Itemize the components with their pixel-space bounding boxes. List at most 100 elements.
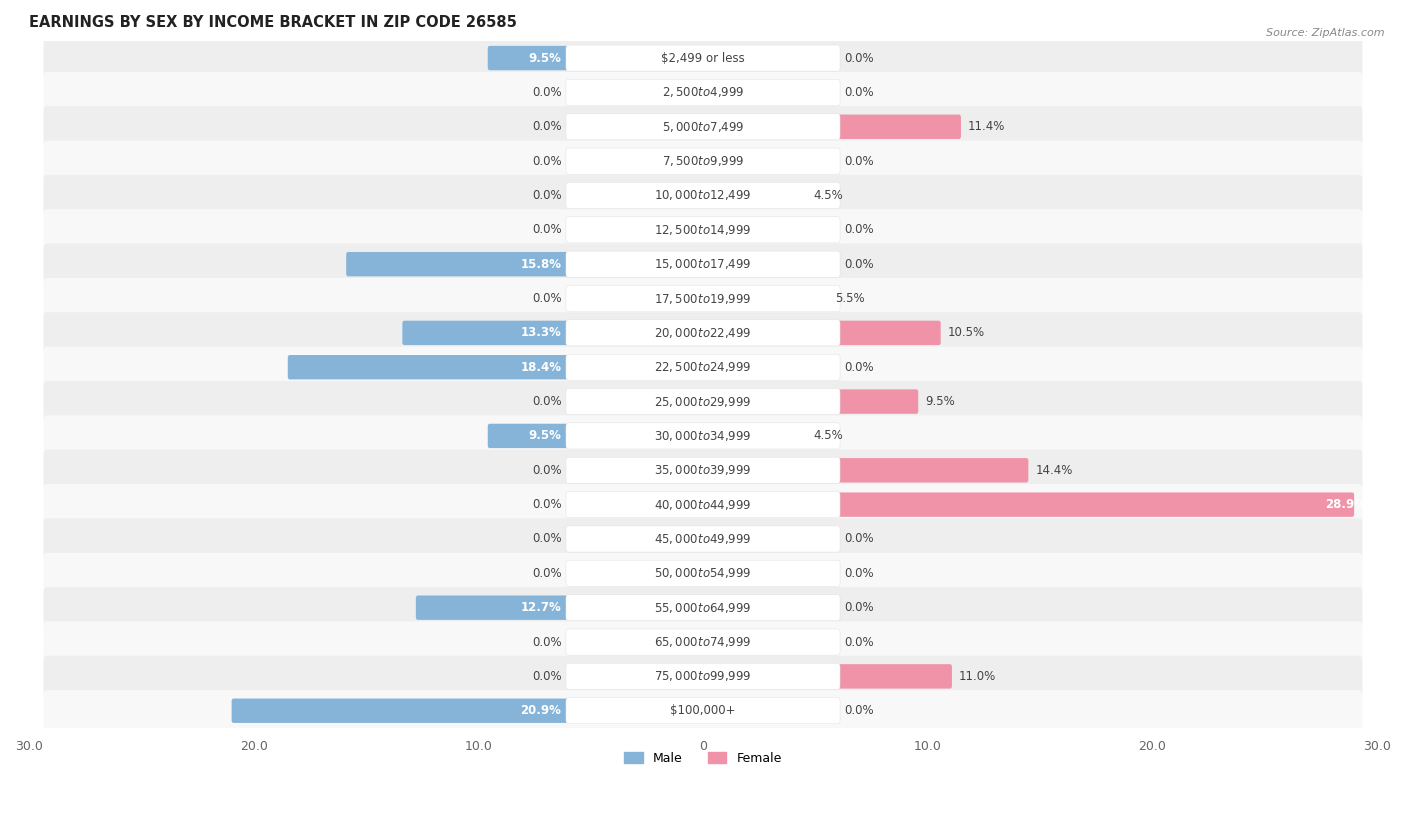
FancyBboxPatch shape [567, 526, 839, 552]
Text: 0.0%: 0.0% [531, 498, 561, 511]
FancyBboxPatch shape [44, 450, 1362, 491]
Text: 0.0%: 0.0% [531, 86, 561, 99]
Text: 0.0%: 0.0% [531, 567, 561, 580]
FancyBboxPatch shape [567, 423, 839, 449]
FancyBboxPatch shape [346, 252, 704, 276]
Text: 0.0%: 0.0% [845, 361, 875, 374]
Text: 0.0%: 0.0% [845, 567, 875, 580]
FancyBboxPatch shape [567, 698, 839, 724]
FancyBboxPatch shape [44, 587, 1362, 628]
FancyBboxPatch shape [44, 107, 1362, 147]
Legend: Male, Female: Male, Female [619, 747, 787, 770]
Text: $10,000 to $12,499: $10,000 to $12,499 [654, 189, 752, 202]
Text: $75,000 to $99,999: $75,000 to $99,999 [654, 669, 752, 684]
FancyBboxPatch shape [44, 72, 1362, 113]
Text: 11.0%: 11.0% [959, 670, 997, 683]
FancyBboxPatch shape [567, 148, 839, 174]
FancyBboxPatch shape [44, 381, 1362, 422]
FancyBboxPatch shape [567, 492, 839, 518]
FancyBboxPatch shape [44, 278, 1362, 320]
FancyBboxPatch shape [488, 424, 704, 448]
Text: $55,000 to $64,999: $55,000 to $64,999 [654, 601, 752, 615]
Text: 0.0%: 0.0% [531, 463, 561, 476]
FancyBboxPatch shape [44, 656, 1362, 697]
Text: 10.5%: 10.5% [948, 326, 986, 339]
Text: 20.9%: 20.9% [520, 704, 561, 717]
FancyBboxPatch shape [288, 355, 704, 380]
Text: $2,499 or less: $2,499 or less [661, 51, 745, 64]
Text: 9.5%: 9.5% [529, 51, 561, 64]
FancyBboxPatch shape [567, 560, 839, 586]
Text: 0.0%: 0.0% [531, 154, 561, 167]
Text: $25,000 to $29,999: $25,000 to $29,999 [654, 394, 752, 409]
Text: 0.0%: 0.0% [531, 395, 561, 408]
FancyBboxPatch shape [44, 415, 1362, 457]
FancyBboxPatch shape [567, 320, 839, 346]
Text: 12.7%: 12.7% [520, 601, 561, 614]
Text: 15.8%: 15.8% [520, 258, 561, 271]
Text: $17,500 to $19,999: $17,500 to $19,999 [654, 292, 752, 306]
Text: 0.0%: 0.0% [845, 636, 875, 649]
Text: 4.5%: 4.5% [813, 429, 842, 442]
FancyBboxPatch shape [567, 354, 839, 380]
FancyBboxPatch shape [567, 45, 839, 71]
FancyBboxPatch shape [44, 244, 1362, 285]
FancyBboxPatch shape [567, 182, 839, 208]
Text: $5,000 to $7,499: $5,000 to $7,499 [662, 120, 744, 134]
Text: $35,000 to $39,999: $35,000 to $39,999 [654, 463, 752, 477]
Text: 5.5%: 5.5% [835, 292, 865, 305]
FancyBboxPatch shape [44, 37, 1362, 79]
FancyBboxPatch shape [702, 320, 941, 345]
FancyBboxPatch shape [567, 629, 839, 655]
Text: 13.3%: 13.3% [520, 326, 561, 339]
FancyBboxPatch shape [702, 458, 1028, 482]
Text: $65,000 to $74,999: $65,000 to $74,999 [654, 635, 752, 649]
FancyBboxPatch shape [702, 493, 1354, 517]
Text: $30,000 to $34,999: $30,000 to $34,999 [654, 429, 752, 443]
Text: 0.0%: 0.0% [531, 189, 561, 202]
Text: 0.0%: 0.0% [845, 86, 875, 99]
FancyBboxPatch shape [232, 698, 704, 723]
FancyBboxPatch shape [567, 285, 839, 311]
FancyBboxPatch shape [567, 663, 839, 689]
Text: 0.0%: 0.0% [531, 533, 561, 546]
FancyBboxPatch shape [488, 46, 704, 70]
FancyBboxPatch shape [702, 664, 952, 689]
Text: $20,000 to $22,499: $20,000 to $22,499 [654, 326, 752, 340]
Text: 0.0%: 0.0% [531, 224, 561, 237]
Text: 9.5%: 9.5% [925, 395, 955, 408]
FancyBboxPatch shape [44, 346, 1362, 388]
Text: 0.0%: 0.0% [845, 533, 875, 546]
FancyBboxPatch shape [44, 312, 1362, 354]
Text: 11.4%: 11.4% [969, 120, 1005, 133]
Text: Source: ZipAtlas.com: Source: ZipAtlas.com [1267, 28, 1385, 38]
Text: 0.0%: 0.0% [845, 154, 875, 167]
FancyBboxPatch shape [416, 595, 704, 620]
FancyBboxPatch shape [702, 424, 806, 448]
FancyBboxPatch shape [44, 141, 1362, 182]
FancyBboxPatch shape [44, 484, 1362, 525]
FancyBboxPatch shape [44, 209, 1362, 250]
Text: 0.0%: 0.0% [845, 704, 875, 717]
FancyBboxPatch shape [702, 286, 828, 311]
Text: $15,000 to $17,499: $15,000 to $17,499 [654, 257, 752, 272]
Text: 0.0%: 0.0% [845, 51, 875, 64]
FancyBboxPatch shape [567, 114, 839, 140]
FancyBboxPatch shape [567, 217, 839, 243]
FancyBboxPatch shape [44, 519, 1362, 559]
FancyBboxPatch shape [702, 115, 960, 139]
FancyBboxPatch shape [44, 621, 1362, 663]
FancyBboxPatch shape [567, 389, 839, 415]
Text: 14.4%: 14.4% [1036, 463, 1073, 476]
FancyBboxPatch shape [44, 690, 1362, 732]
Text: $100,000+: $100,000+ [671, 704, 735, 717]
Text: 9.5%: 9.5% [529, 429, 561, 442]
FancyBboxPatch shape [44, 175, 1362, 216]
FancyBboxPatch shape [402, 320, 704, 345]
Text: 0.0%: 0.0% [845, 601, 875, 614]
Text: 0.0%: 0.0% [845, 224, 875, 237]
FancyBboxPatch shape [702, 389, 918, 414]
FancyBboxPatch shape [567, 80, 839, 106]
Text: 0.0%: 0.0% [845, 258, 875, 271]
Text: $40,000 to $44,999: $40,000 to $44,999 [654, 498, 752, 511]
